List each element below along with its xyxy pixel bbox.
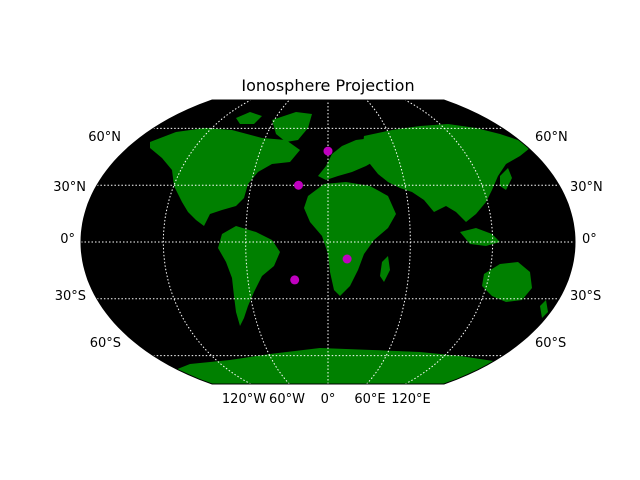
lat-label-60s-left: 60°S xyxy=(90,336,121,351)
graticule xyxy=(81,99,575,385)
map-globe xyxy=(80,99,576,385)
lat-label-30s-right: 30°S xyxy=(570,289,601,304)
lon-label-120w: 120°W xyxy=(222,392,266,407)
japan xyxy=(500,168,512,190)
lat-label-60s-right: 60°S xyxy=(535,336,566,351)
madagascar xyxy=(380,256,390,282)
south-america xyxy=(218,226,280,326)
chart-title: Ionosphere Projection xyxy=(241,76,414,95)
greenland xyxy=(272,112,312,142)
meridian-120 xyxy=(404,99,494,385)
lat-label-30n-left: 30°N xyxy=(53,180,86,195)
meridian--60 xyxy=(245,99,290,385)
lat-label-60n-right: 60°N xyxy=(535,130,568,145)
lon-label-0: 0° xyxy=(321,392,336,407)
lat-label-30s-left: 30°S xyxy=(55,289,86,304)
arctic-islands xyxy=(236,112,262,124)
lon-label-120e: 120°E xyxy=(391,392,431,407)
site-marker xyxy=(323,146,333,156)
lon-label-60w: 60°W xyxy=(269,392,305,407)
site-marker xyxy=(342,254,352,264)
meridian--120 xyxy=(162,99,252,385)
africa xyxy=(304,182,396,296)
new-zealand xyxy=(540,300,548,318)
landmasses xyxy=(81,112,575,384)
globe-outline xyxy=(80,99,576,385)
site-marker xyxy=(290,275,300,285)
markers xyxy=(290,146,352,285)
lat-label-60n-left: 60°N xyxy=(88,130,121,145)
antarctica xyxy=(81,348,575,384)
australia xyxy=(482,262,532,302)
north-america xyxy=(150,128,300,226)
lat-label-eq-left: 0° xyxy=(60,232,75,247)
meridian-60 xyxy=(366,99,411,385)
lat-label-eq-right: 0° xyxy=(582,232,597,247)
asia xyxy=(362,124,530,222)
site-marker xyxy=(294,180,303,190)
lon-label-60e: 60°E xyxy=(354,392,385,407)
lat-label-30n-right: 30°N xyxy=(570,180,603,195)
